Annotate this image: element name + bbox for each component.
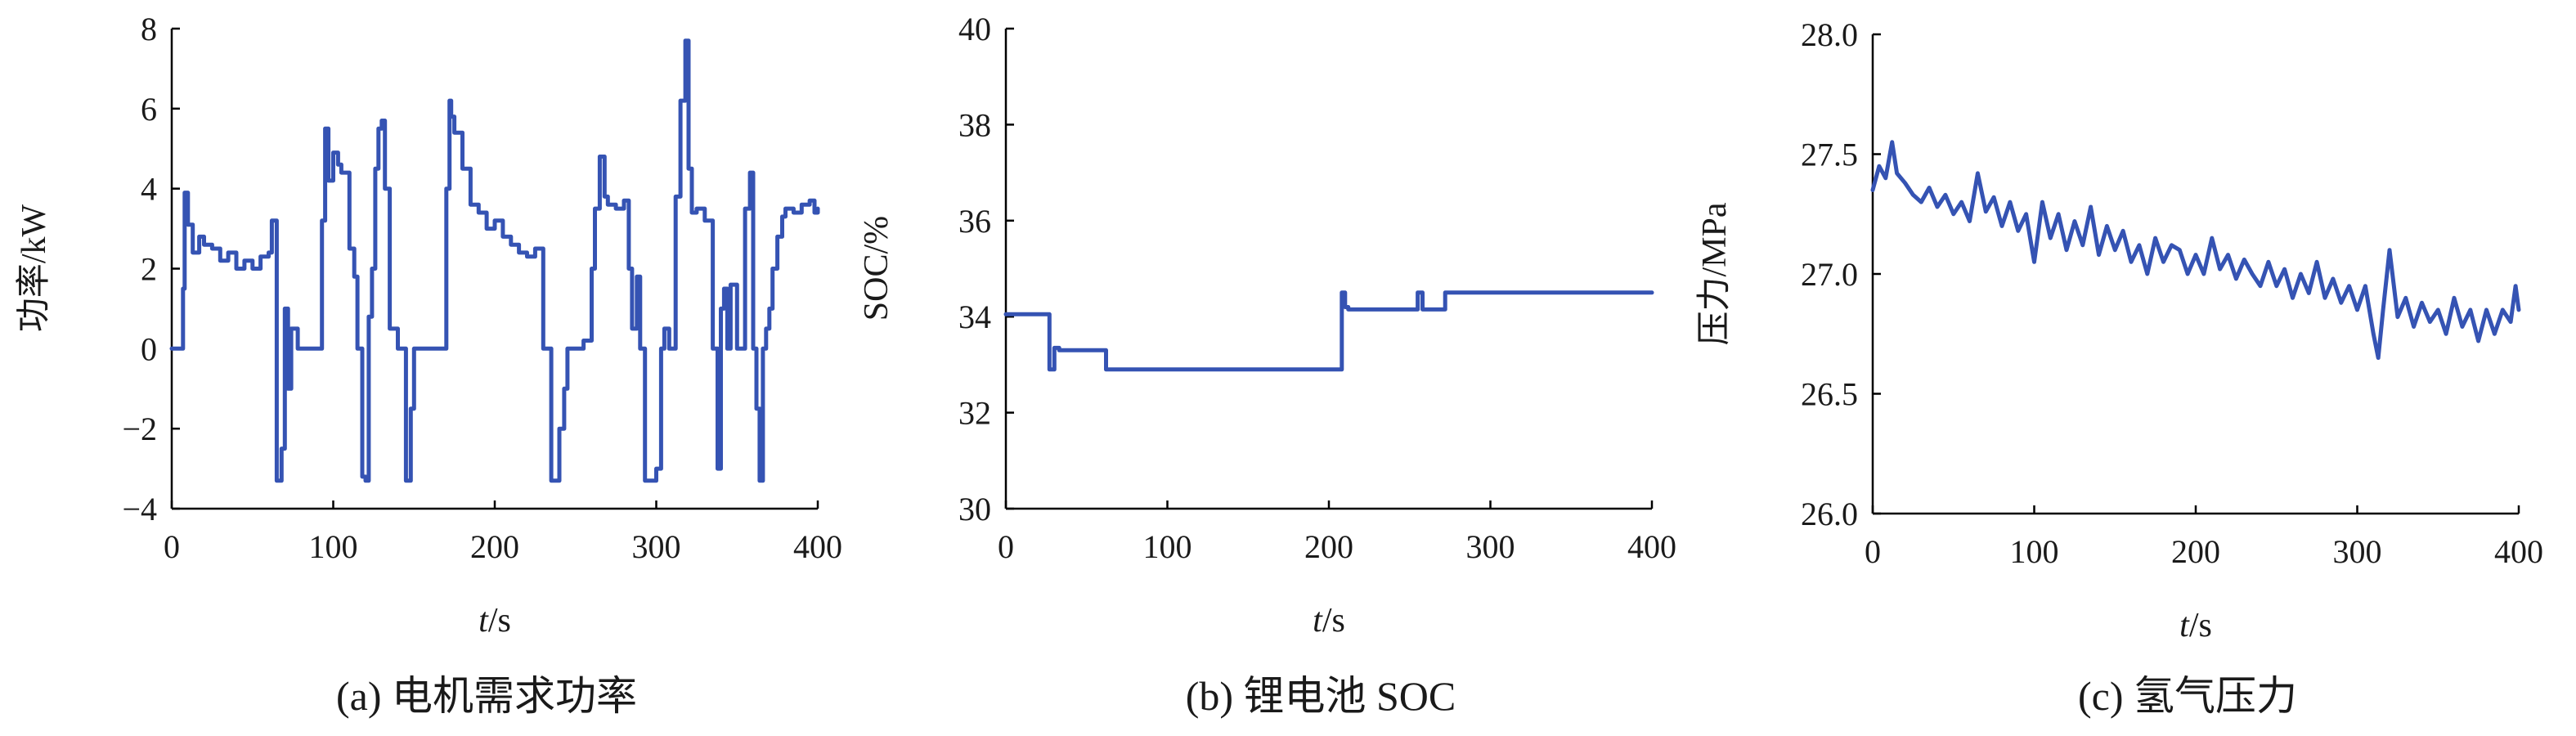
series-line (169, 38, 820, 483)
y-tick-label: 36 (958, 203, 991, 240)
x-tick-label: 400 (793, 528, 842, 565)
x-axis-label: t/s (478, 602, 511, 640)
y-axis-label: SOC/% (858, 216, 895, 321)
x-axis-label-var: t (2179, 607, 2190, 644)
y-tick-label: 6 (141, 91, 157, 128)
x-axis-label: t/s (2179, 607, 2212, 644)
panel-caption: (a) 电机需求功率 (336, 673, 637, 719)
x-axis-label-unit: /s (488, 602, 511, 640)
y-tick-label: 0 (141, 330, 157, 367)
y-tick-label: 32 (958, 395, 991, 432)
panel-caption: (c) 氢气压力 (2078, 673, 2297, 719)
x-tick-label: 0 (1865, 533, 1881, 570)
x-tick-label: 100 (2010, 533, 2059, 570)
x-tick-label: 200 (1304, 528, 1353, 565)
y-tick-label: 27.0 (1801, 256, 1858, 293)
x-tick-label: 0 (164, 528, 180, 565)
y-tick-label: −4 (122, 491, 157, 527)
y-tick-label: 8 (141, 11, 157, 47)
x-tick-label: 400 (2494, 533, 2543, 570)
series-line (1870, 140, 2521, 361)
x-axis-label-unit: /s (2189, 607, 2212, 644)
x-tick-label: 300 (632, 528, 681, 565)
chart-panel-c: 26.0 26.5 27.0 27.5 28.0 0 100 200 300 400 t/s 压力/M… (1696, 16, 2543, 719)
x-tick-label: 200 (470, 528, 519, 565)
y-axis-label: 压力/MPa (1696, 202, 1734, 345)
series-line (1003, 290, 1654, 372)
y-axis-label: 功率/kW (15, 204, 53, 332)
y-tick-label: 26.5 (1801, 376, 1858, 413)
panel-caption: (b) 锂电池 SOC (1186, 673, 1456, 719)
x-tick-label: 100 (1143, 528, 1192, 565)
x-tick-label: 300 (2333, 533, 2382, 570)
x-axis-label: t/s (1313, 602, 1345, 640)
y-tick-label: 30 (958, 491, 991, 527)
y-tick-label: 4 (141, 171, 157, 208)
x-axis-label-unit: /s (1322, 602, 1345, 640)
y-tick-label: 34 (958, 298, 991, 335)
x-tick-label: 400 (1627, 528, 1676, 565)
chart-panel-a: −4 −2 0 2 4 6 8 0 100 200 300 400 t/s 功率/kW (a) 电机需求功率 (15, 11, 842, 719)
y-tick-label: 2 (141, 251, 157, 288)
y-tick-label: −2 (122, 411, 157, 447)
y-tick-label: 26.0 (1801, 496, 1858, 532)
y-tick-label: 40 (958, 11, 991, 47)
y-tick-label: 38 (958, 106, 991, 143)
y-tick-label: 27.5 (1801, 137, 1858, 173)
x-tick-label: 300 (1466, 528, 1515, 565)
x-tick-label: 200 (2171, 533, 2220, 570)
y-tick-label: 28.0 (1801, 16, 1858, 53)
x-tick-label: 0 (998, 528, 1014, 565)
x-axis-label-var: t (478, 602, 489, 640)
x-tick-label: 100 (309, 528, 358, 565)
x-axis-label-var: t (1313, 602, 1323, 640)
